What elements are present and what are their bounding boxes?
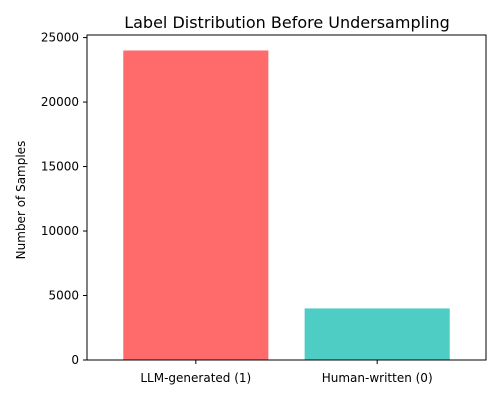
y-tick-label-4: 20000: [41, 95, 79, 109]
y-axis-ticks: 0 5000 10000 15000 20000 25000: [41, 31, 87, 367]
x-tick-label-0: LLM-generated (1): [140, 371, 251, 385]
chart-title: Label Distribution Before Undersampling: [124, 13, 450, 32]
bars-layer: [123, 50, 450, 360]
bar-1: [304, 308, 450, 360]
y-tick-label-1: 5000: [48, 289, 79, 303]
y-tick-label-0: 0: [71, 353, 79, 367]
y-tick-label-3: 15000: [41, 160, 79, 174]
y-tick-label-2: 10000: [41, 224, 79, 238]
x-axis-ticks: LLM-generated (1) Human-written (0): [140, 360, 433, 385]
plot-area-frame: [86, 34, 487, 361]
y-axis-label: Number of Samples: [14, 141, 28, 260]
y-tick-label-5: 25000: [41, 31, 79, 45]
x-tick-label-1: Human-written (0): [322, 371, 433, 385]
bar-0: [123, 50, 269, 360]
